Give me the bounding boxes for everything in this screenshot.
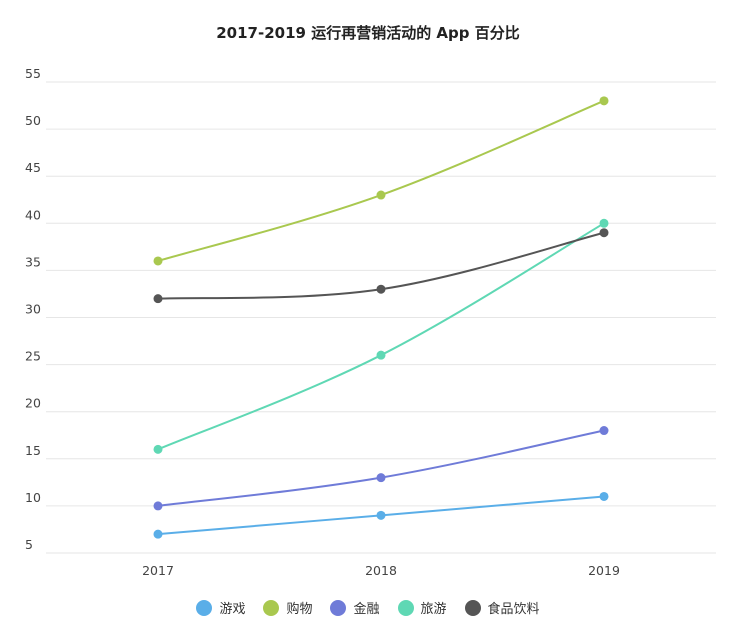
data-point <box>376 190 386 200</box>
data-point <box>153 501 163 511</box>
y-tick-label: 55 <box>25 66 41 81</box>
y-tick-label: 50 <box>25 113 41 128</box>
legend-swatch-icon <box>330 599 347 616</box>
y-tick-label: 5 <box>25 537 33 552</box>
x-tick-label: 2017 <box>142 563 174 578</box>
series-line <box>157 99 605 262</box>
y-tick-label: 15 <box>25 443 41 458</box>
data-point <box>599 218 609 228</box>
data-point <box>376 350 386 360</box>
data-point <box>153 444 163 454</box>
x-tick-label: 2019 <box>588 563 620 578</box>
y-tick-label: 20 <box>25 396 41 411</box>
legend-swatch-icon <box>263 599 280 616</box>
line-chart: 5 10 15 20 25 30 35 40 45 50 55 2017 2018 2019 <box>25 66 716 578</box>
legend-label: 旅游 <box>420 602 447 617</box>
chart-title: 2017-2019 运行再营销活动的 App 百分比 <box>216 24 520 42</box>
x-tick-label: 2018 <box>365 563 397 578</box>
data-point <box>599 228 609 238</box>
y-tick-label: 40 <box>25 207 41 222</box>
legend-swatch-icon <box>464 599 481 616</box>
data-point <box>376 473 386 483</box>
data-point <box>376 284 386 294</box>
y-tick-label: 10 <box>25 490 41 505</box>
y-tick-label: 45 <box>25 160 41 175</box>
legend-item[interactable]: 游戏 <box>196 598 245 617</box>
legend-label: 购物 <box>286 602 313 617</box>
legend-label: 食品饮料 <box>487 602 540 617</box>
legend-item[interactable]: 购物 <box>263 598 312 617</box>
legend-item[interactable]: 金融 <box>330 598 380 617</box>
legend-item[interactable]: 旅游 <box>397 598 447 617</box>
y-tick-label: 30 <box>25 302 41 317</box>
chart-legend: 游戏 购物 金融 旅游 食品饮料 <box>0 598 736 617</box>
data-point <box>599 426 609 436</box>
legend-swatch-icon <box>196 599 213 616</box>
series-line <box>157 429 605 507</box>
data-point <box>153 294 163 304</box>
data-point <box>376 510 386 520</box>
legend-label: 金融 <box>353 602 380 617</box>
legend-item[interactable]: 食品饮料 <box>464 598 540 617</box>
data-point <box>599 491 609 501</box>
y-tick-label: 35 <box>25 254 41 269</box>
legend-swatch-icon <box>397 599 414 616</box>
series-line <box>157 222 605 451</box>
data-point <box>599 96 609 106</box>
data-point <box>153 256 163 266</box>
data-point <box>153 529 163 539</box>
y-tick-label: 25 <box>25 349 41 364</box>
legend-label: 游戏 <box>219 602 246 617</box>
